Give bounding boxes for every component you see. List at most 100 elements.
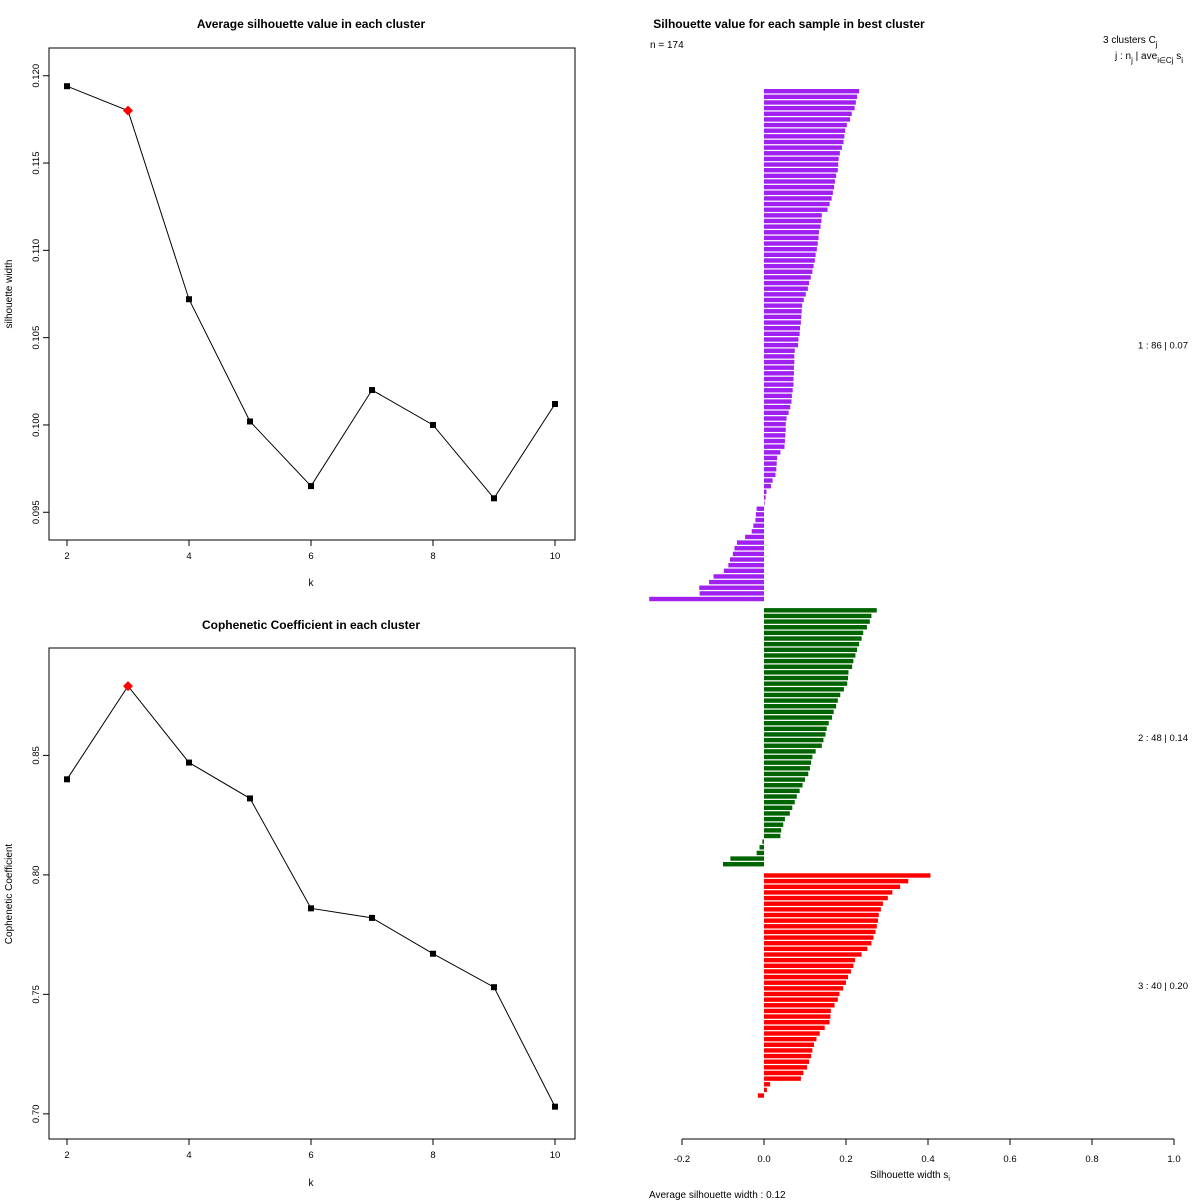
- panel2-data-point: [430, 950, 436, 957]
- panel2-data-point: [186, 759, 192, 766]
- cluster1-bar: [764, 258, 815, 263]
- cluster1-bar: [764, 309, 802, 314]
- panel2-x-tick-label: 4: [186, 1150, 191, 1161]
- panel1-y-tick-label: 0.115: [31, 151, 42, 174]
- cluster2-bar: [764, 681, 848, 686]
- cluster2-bar: [723, 862, 764, 867]
- panel1-data-point: [552, 401, 558, 408]
- cluster1-bar: [764, 483, 771, 489]
- cluster3-bar: [764, 969, 851, 974]
- cluster2-bar: [764, 704, 837, 709]
- cluster3-bar: [764, 941, 872, 946]
- cluster1-bar: [764, 263, 814, 269]
- cluster2-bar: [764, 641, 860, 647]
- cluster2-bar: [764, 754, 813, 760]
- panel1-data-point: [491, 495, 497, 502]
- cluster1-bar: [764, 122, 847, 128]
- panel1-x-tick-label: 4: [186, 551, 191, 562]
- cluster1-bar: [713, 574, 764, 579]
- cluster2-bar: [764, 766, 810, 771]
- cluster1-bar: [764, 184, 835, 190]
- cluster1-bar: [764, 342, 799, 348]
- cluster2-bar: [764, 664, 853, 669]
- cluster1-bar: [764, 275, 811, 280]
- cluster1-bar: [764, 167, 838, 173]
- cluster3-bar: [764, 1087, 767, 1093]
- panel2-y-tick-label: 0.70: [31, 1105, 42, 1124]
- cluster3-bar: [764, 1059, 810, 1064]
- cluster2-bar: [764, 732, 826, 737]
- cluster1-bar: [764, 500, 765, 506]
- cluster1-bar: [764, 404, 791, 410]
- cluster1-bar: [764, 472, 776, 478]
- cluster3-bar: [764, 986, 844, 991]
- panel1-y-tick-label: 0.100: [31, 413, 42, 437]
- cluster3-bar: [764, 1025, 825, 1031]
- cluster1-bar: [745, 534, 764, 540]
- cluster1-bar: [764, 421, 786, 427]
- cluster1-bar: [764, 388, 793, 393]
- cluster1-bar: [764, 416, 787, 421]
- panel1-data-point: [308, 483, 314, 490]
- cluster1-bar: [764, 325, 801, 331]
- panel2-y-tick-label: 0.75: [31, 985, 42, 1004]
- cluster3-bar: [764, 878, 909, 884]
- cluster1-bar: [764, 128, 846, 133]
- cluster1-bar: [764, 489, 767, 495]
- panel2-x-tick-label: 10: [550, 1150, 561, 1161]
- cluster1-bar: [764, 105, 855, 111]
- cluster1-bar: [764, 117, 851, 122]
- cluster2-bar: [764, 619, 870, 624]
- cluster1-bar: [764, 455, 778, 461]
- panel2-data-point: [247, 795, 253, 802]
- cluster3-bar: [764, 884, 901, 889]
- panel2-data-point: [369, 914, 375, 921]
- cluster1-bar: [764, 393, 792, 399]
- panel2-y-tick-label: 0.85: [31, 746, 42, 765]
- panel1-y-tick-label: 0.120: [31, 64, 42, 88]
- panel3-average-label: Average silhouette width : 0.12: [649, 1190, 786, 1200]
- panel3-x-tick-label: 0.6: [1003, 1154, 1016, 1165]
- cluster1-bar: [764, 94, 858, 100]
- panel3-x-tick-label: 0.4: [921, 1154, 934, 1165]
- panel2-x-tick-label: 6: [308, 1150, 313, 1161]
- cluster2-bar: [764, 608, 877, 613]
- cluster3-bar: [764, 901, 883, 906]
- panel2-x-tick-label: 8: [430, 1150, 435, 1161]
- cluster2-bar: [764, 828, 782, 833]
- panel3-x-tick-label: 1.0: [1167, 1154, 1180, 1165]
- cluster3-bar: [757, 1093, 764, 1098]
- panel3-header-line2: j : nj | avei∈Cj si: [1114, 51, 1183, 65]
- panel3-n-label: n = 174: [650, 40, 684, 51]
- cluster1-bar: [764, 241, 818, 246]
- cluster3-bar: [764, 1031, 820, 1036]
- cluster2-bar: [764, 771, 809, 777]
- cluster3-bar: [764, 1082, 771, 1087]
- cluster2-bar: [764, 715, 833, 720]
- cluster3-bar: [764, 1042, 815, 1047]
- cluster2-bar: [764, 636, 862, 641]
- cluster3-bar: [764, 929, 876, 935]
- cluster3-bar: [764, 935, 874, 940]
- cluster1-bar: [764, 331, 800, 337]
- panel2-xlabel: k: [309, 1178, 315, 1189]
- cluster2-bar: [764, 794, 797, 799]
- cluster1-bar: [764, 151, 840, 156]
- cluster1-bar: [709, 579, 764, 585]
- cluster3-bar: [764, 991, 840, 997]
- panel3-x-tick-label: 0.2: [839, 1154, 852, 1165]
- cluster3-bar: [764, 1014, 831, 1019]
- cluster1-bar: [764, 224, 821, 229]
- cluster1-bar: [723, 568, 764, 574]
- cluster2-bar: [764, 788, 800, 794]
- cluster1-bar: [764, 399, 792, 404]
- cluster2-bar: [764, 816, 785, 822]
- cluster1-bar: [764, 246, 817, 252]
- cluster1-bar: [753, 523, 764, 528]
- cluster2-bar: [764, 653, 856, 658]
- cluster2-bar: [764, 675, 849, 681]
- cluster1-bar: [764, 348, 795, 353]
- cluster2-bar: [762, 839, 764, 844]
- cluster1-bar: [764, 156, 839, 162]
